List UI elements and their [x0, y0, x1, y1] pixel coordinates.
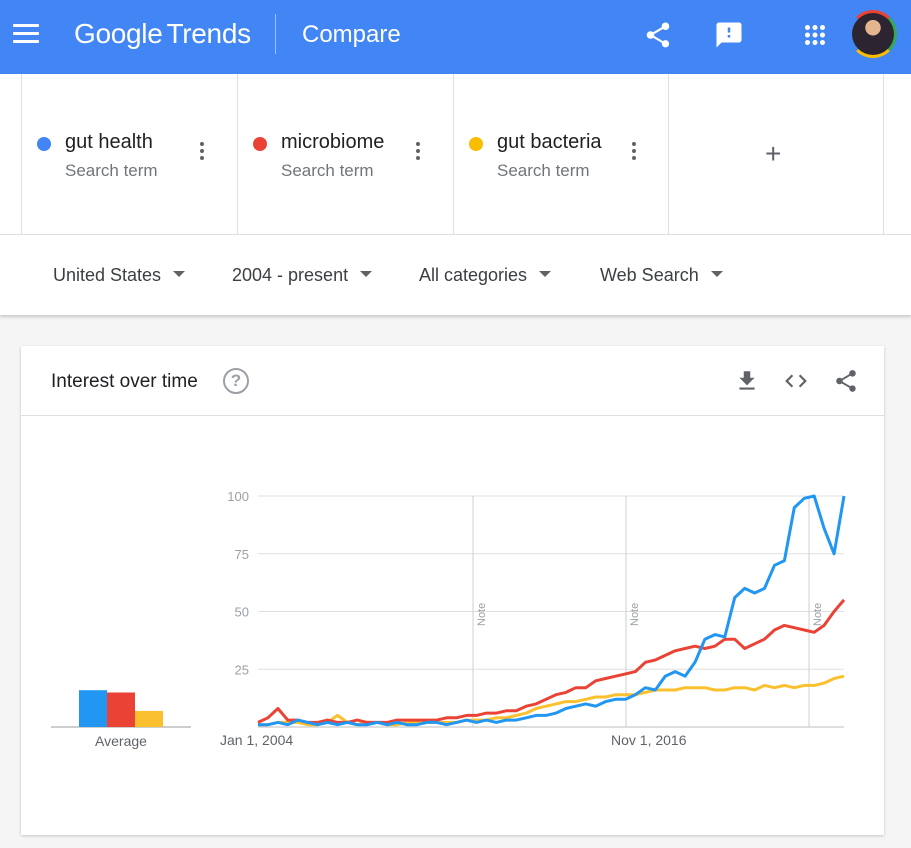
series-line-gut-bacteria [258, 676, 844, 725]
help-icon[interactable]: ? [223, 368, 249, 394]
average-bar [135, 711, 163, 727]
more-options-icon[interactable] [197, 142, 207, 164]
download-icon[interactable] [734, 368, 760, 394]
term-card-gut-bacteria[interactable]: gut bacteria Search term [453, 74, 668, 235]
term-type-label: Search term [497, 161, 590, 181]
average-label: Average [95, 733, 147, 749]
term-color-dot [469, 137, 483, 151]
embed-code-icon[interactable] [783, 368, 809, 394]
search-terms-bar: gut health Search term microbiome Search… [0, 74, 911, 235]
term-color-dot [37, 137, 51, 151]
dropdown-arrow-icon [173, 271, 185, 277]
search-type-dropdown[interactable]: Web Search [600, 265, 723, 286]
annotation-note-label: Note [812, 603, 824, 626]
menu-icon[interactable] [13, 24, 39, 46]
region-label: United States [53, 265, 161, 285]
apps-grid-icon[interactable] [800, 20, 830, 50]
card-header: Interest over time ? [21, 346, 884, 416]
time-range-label: 2004 - present [232, 265, 348, 285]
account-avatar[interactable] [849, 10, 897, 58]
term-name[interactable]: gut bacteria [497, 131, 602, 154]
page-title: Compare [302, 21, 401, 49]
term-name[interactable]: gut health [65, 131, 153, 154]
interest-over-time-card: Interest over time ? 100 75 50 25 Note Note No… [21, 346, 884, 835]
plus-icon: + [765, 140, 781, 168]
feedback-icon[interactable] [714, 20, 744, 50]
y-tick-label: 50 [235, 605, 249, 620]
x-tick-label: Nov 1, 2016 [611, 732, 687, 748]
search-type-label: Web Search [600, 265, 699, 285]
term-color-dot [253, 137, 267, 151]
category-dropdown[interactable]: All categories [419, 265, 551, 286]
header-divider [275, 14, 276, 54]
y-tick-label: 75 [235, 547, 249, 562]
logo-trends-text: Trends [167, 18, 251, 49]
term-card-gut-health[interactable]: gut health Search term [21, 74, 237, 235]
y-tick-label: 25 [235, 662, 249, 677]
annotation-note-label: Note [476, 603, 488, 626]
annotation-note-label: Note [629, 603, 641, 626]
add-comparison-button[interactable]: + [668, 74, 884, 235]
card-title: Interest over time [51, 371, 198, 393]
dropdown-arrow-icon [539, 271, 551, 277]
more-options-icon[interactable] [413, 142, 423, 164]
term-type-label: Search term [281, 161, 374, 181]
average-bar [79, 690, 107, 727]
filter-bar: United States 2004 - present All categor… [0, 235, 911, 315]
average-bar [107, 693, 135, 728]
term-type-label: Search term [65, 161, 158, 181]
logo-google-text: Google [74, 18, 163, 49]
share-icon[interactable] [643, 20, 673, 50]
x-tick-label: Jan 1, 2004 [220, 732, 293, 748]
dropdown-arrow-icon [711, 271, 723, 277]
more-options-icon[interactable] [629, 142, 639, 164]
google-trends-logo[interactable]: Google Trends [74, 18, 251, 50]
category-label: All categories [419, 265, 527, 285]
y-tick-label: 100 [227, 489, 249, 504]
dropdown-arrow-icon [360, 271, 372, 277]
term-card-microbiome[interactable]: microbiome Search term [237, 74, 453, 235]
region-dropdown[interactable]: United States [53, 265, 185, 286]
top-app-bar: Google Trends Compare [0, 0, 911, 74]
interest-over-time-chart[interactable]: 100 75 50 25 Note Note Note Jan 1, 2004 Nov 1,… [21, 416, 884, 835]
time-range-dropdown[interactable]: 2004 - present [232, 265, 372, 286]
term-name[interactable]: microbiome [281, 131, 384, 154]
share-icon[interactable] [833, 368, 859, 394]
